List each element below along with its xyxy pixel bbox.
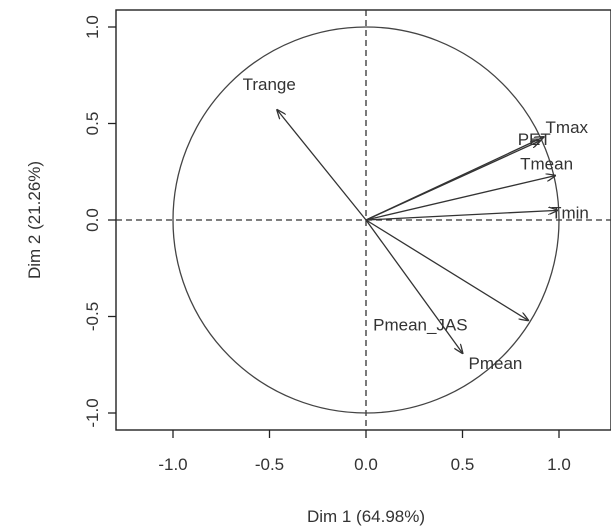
label-tmean: Tmean: [520, 155, 573, 174]
arrow-pmean_jas: [366, 220, 528, 320]
x-tick-label: 0.0: [354, 455, 378, 474]
x-tick-label: -1.0: [158, 455, 187, 474]
arrow-trange: [277, 110, 366, 220]
y-tick-label: 0.5: [83, 112, 102, 136]
label-pmean: Pmean: [469, 354, 523, 373]
x-tick-label: -0.5: [255, 455, 284, 474]
arrow-tmax: [366, 137, 544, 220]
label-tmax: Tmax: [546, 118, 589, 137]
arrow-tmin: [366, 210, 557, 220]
label-pmean_jas: Pmean_JAS: [373, 315, 468, 334]
y-tick-label: 1.0: [83, 15, 102, 39]
x-tick-label: 0.5: [451, 455, 475, 474]
label-tmin: Tmin: [551, 203, 589, 222]
x-tick-label: 1.0: [547, 455, 571, 474]
y-tick-label: -1.0: [83, 398, 102, 427]
y-tick-label: -0.5: [83, 302, 102, 331]
x-axis-title: Dim 1 (64.98%): [307, 507, 425, 526]
y-axis-title: Dim 2 (21.26%): [25, 161, 44, 279]
arrow-tmean: [366, 176, 555, 220]
label-trange: Trange: [243, 75, 296, 94]
y-tick-label: 0.0: [83, 208, 102, 232]
